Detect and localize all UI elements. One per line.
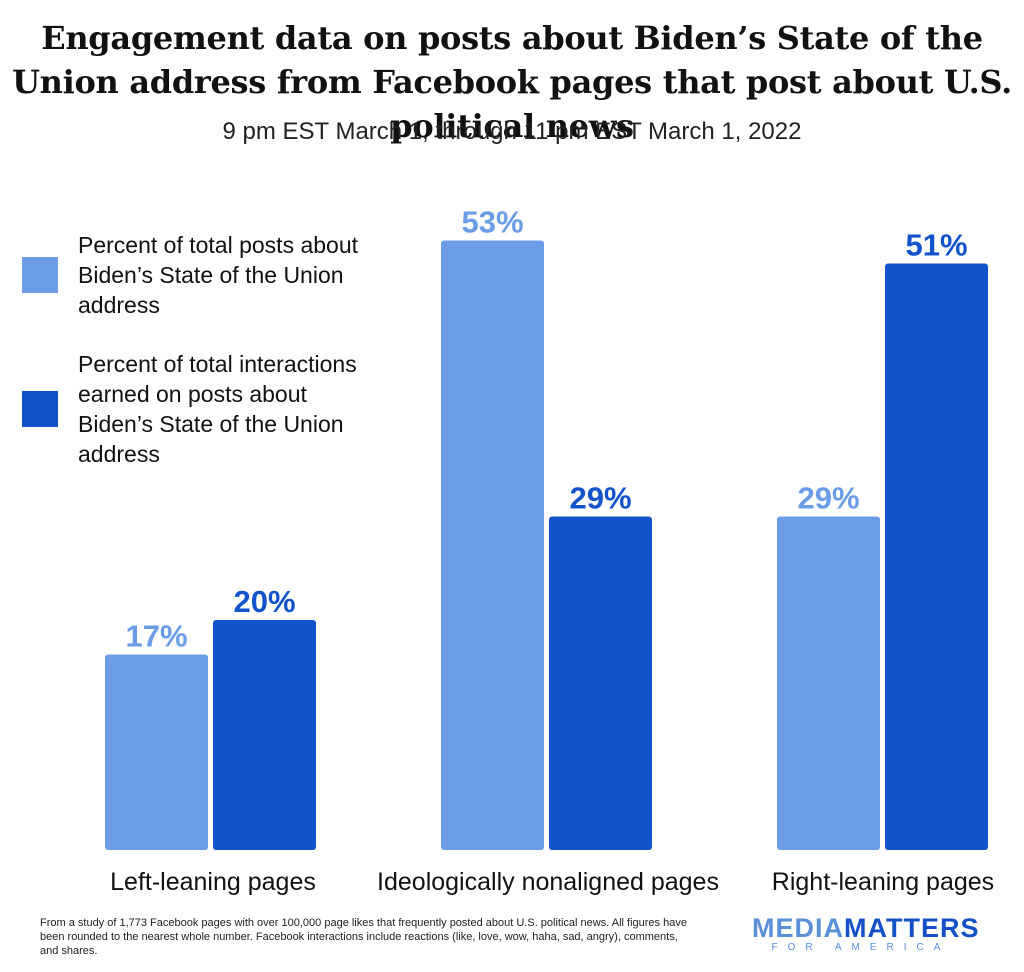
category-label-1: Ideologically nonaligned pages [377,868,719,896]
logo-media-text: MEDIA [752,913,844,943]
bar-posts-1 [441,240,544,850]
footnote: From a study of 1,773 Facebook pages wit… [40,917,687,957]
category-label-2: Right-leaning pages [772,868,994,896]
legend-label-interactions: Percent of total interactions earned on … [78,351,357,467]
data-label-posts-0: 17% [125,619,187,654]
logo-matters-text: MATTERS [844,913,980,943]
bar-chart: 17% 20% Left-leaning pages 53% 29% Ideologica… [105,205,994,896]
legend-item-interactions: Percent of total interactions earned on … [22,349,378,469]
bar-interactions-1 [549,516,652,850]
legend-swatch-posts [22,257,58,293]
bar-interactions-2 [885,263,988,850]
bar-interactions-0 [213,620,316,850]
data-label-interactions-0: 20% [233,584,295,619]
legend-label-posts: Percent of total posts about Biden’s Sta… [78,232,359,318]
data-label-interactions-1: 29% [569,481,631,516]
bar-posts-2 [777,516,880,850]
chart-title: Engagement data on posts about Biden’s S… [12,19,1012,145]
data-label-posts-2: 29% [797,481,859,516]
category-label-0: Left-leaning pages [110,868,316,896]
legend-swatch-interactions [22,391,58,427]
bar-posts-0 [105,654,208,850]
legend-item-posts: Percent of total posts about Biden’s Sta… [22,230,378,320]
data-label-interactions-2: 51% [905,228,967,263]
data-label-posts-1: 53% [461,205,523,240]
chart-subtitle: 9 pm EST March 1, through 11 pm EST Marc… [222,118,802,145]
media-matters-logo: MEDIAMATTERS FOR AMERICA [752,913,979,954]
logo-subtitle: FOR AMERICA [771,942,951,953]
